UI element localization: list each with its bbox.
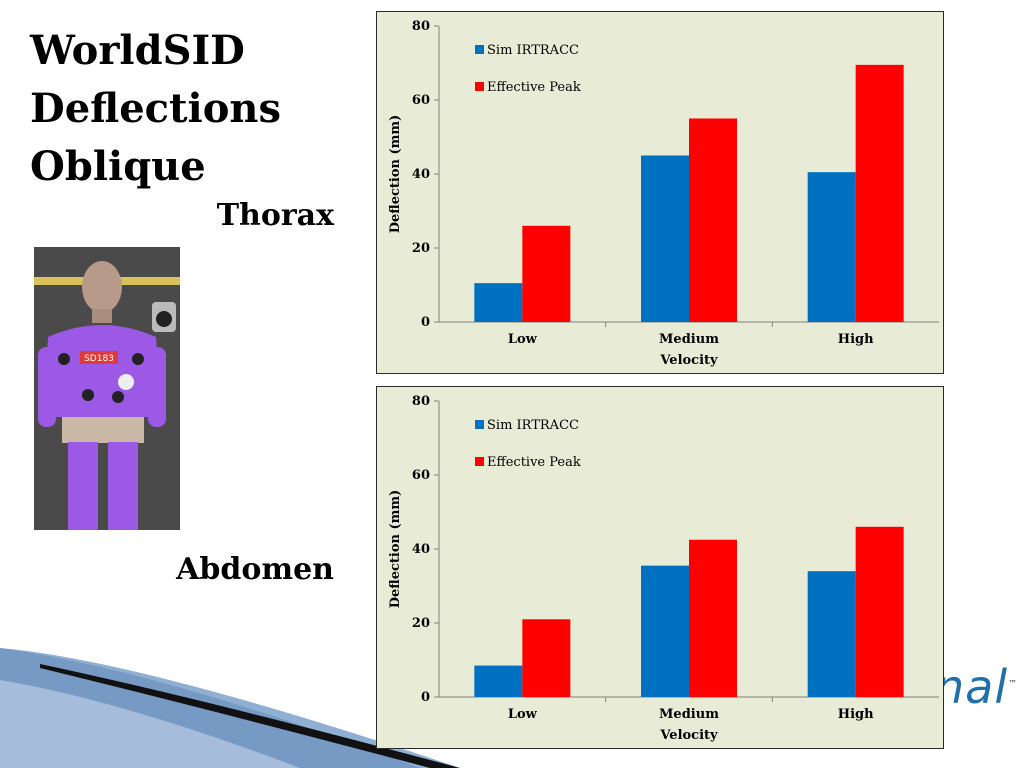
abdomen-bar-high-effective-peak [855, 526, 904, 697]
abdomen-bar-medium-effective-peak [689, 539, 737, 697]
abdomen-x-axis-title: Velocity [659, 728, 718, 743]
thorax-legend-label: Effective Peak [487, 80, 581, 95]
thorax-bar-medium-sim-irtracc [641, 155, 689, 322]
abdomen-y-tick-label: 60 [412, 468, 430, 483]
thorax-legend-swatch [475, 82, 484, 91]
brand-trademark: ™ [1008, 679, 1019, 690]
thorax-bar-low-sim-irtracc [474, 283, 523, 322]
thorax-x-tick-label: Low [508, 332, 538, 347]
thorax-legend-swatch [475, 45, 484, 54]
brand-text: nal [935, 660, 1009, 714]
abdomen-chart-plot: 0 20 40 60 80 Low Medium High Velocity Deflection… [388, 394, 939, 743]
abdomen-y-tick-label: 40 [412, 542, 430, 557]
abdomen-bar-medium-sim-irtracc [641, 565, 689, 697]
abdomen-legend-label: Sim IRTRACC [487, 418, 579, 433]
thorax-chart-plot: 0 20 40 60 80 Low Medium High Velocity Deflection… [388, 19, 939, 368]
slide-title: WorldSID Deflections Oblique [30, 27, 281, 190]
thorax-x-tick-label: Medium [659, 332, 719, 347]
thorax-y-axis-title: Deflection (mm) [388, 115, 403, 234]
thorax-bar-medium-effective-peak [689, 118, 737, 322]
photo-tag: SD183 [84, 354, 114, 364]
abdomen-x-tick-label: Low [508, 707, 538, 722]
thorax-x-tick-label: High [838, 332, 874, 347]
thorax-bar-high-sim-irtracc [807, 172, 856, 322]
thorax-legend-label: Sim IRTRACC [487, 43, 579, 58]
abdomen-y-tick-label: 0 [421, 690, 430, 705]
abdomen-label: Abdomen [176, 552, 334, 587]
abdomen-y-axis-title: Deflection (mm) [388, 490, 403, 609]
crash-dummy-photo: SD183 [34, 247, 180, 530]
thorax-y-tick-label: 80 [412, 19, 430, 34]
abdomen-x-tick-label: Medium [659, 707, 719, 722]
crash-dummy-illustration: SD183 [34, 247, 180, 530]
abdomen-bar-low-effective-peak [522, 619, 571, 697]
abdomen-y-tick-label: 80 [412, 394, 430, 409]
brand-logo: nal™ [935, 660, 1018, 714]
thorax-x-axis-title: Velocity [659, 353, 718, 368]
thorax-bar-high-effective-peak [855, 64, 904, 322]
abdomen-y-tick-label: 20 [412, 616, 430, 631]
thorax-y-tick-label: 60 [412, 93, 430, 108]
thorax-label: Thorax [216, 198, 334, 233]
abdomen-legend-swatch [475, 457, 484, 466]
abdomen-legend-label: Effective Peak [487, 455, 581, 470]
abdomen-legend-swatch [475, 420, 484, 429]
thorax-y-tick-label: 40 [412, 167, 430, 182]
abdomen-x-tick-label: High [838, 707, 874, 722]
thorax-chart: 0 20 40 60 80 Low Medium High Velocity Deflection… [376, 11, 944, 374]
abdomen-bar-high-sim-irtracc [807, 571, 856, 697]
abdomen-chart: 0 20 40 60 80 Low Medium High Velocity Deflection… [376, 386, 944, 749]
thorax-y-tick-label: 20 [412, 241, 430, 256]
thorax-y-tick-label: 0 [421, 315, 430, 330]
thorax-bar-low-effective-peak [522, 225, 571, 322]
abdomen-bar-low-sim-irtracc [474, 665, 523, 697]
decorative-swoosh [0, 648, 460, 768]
